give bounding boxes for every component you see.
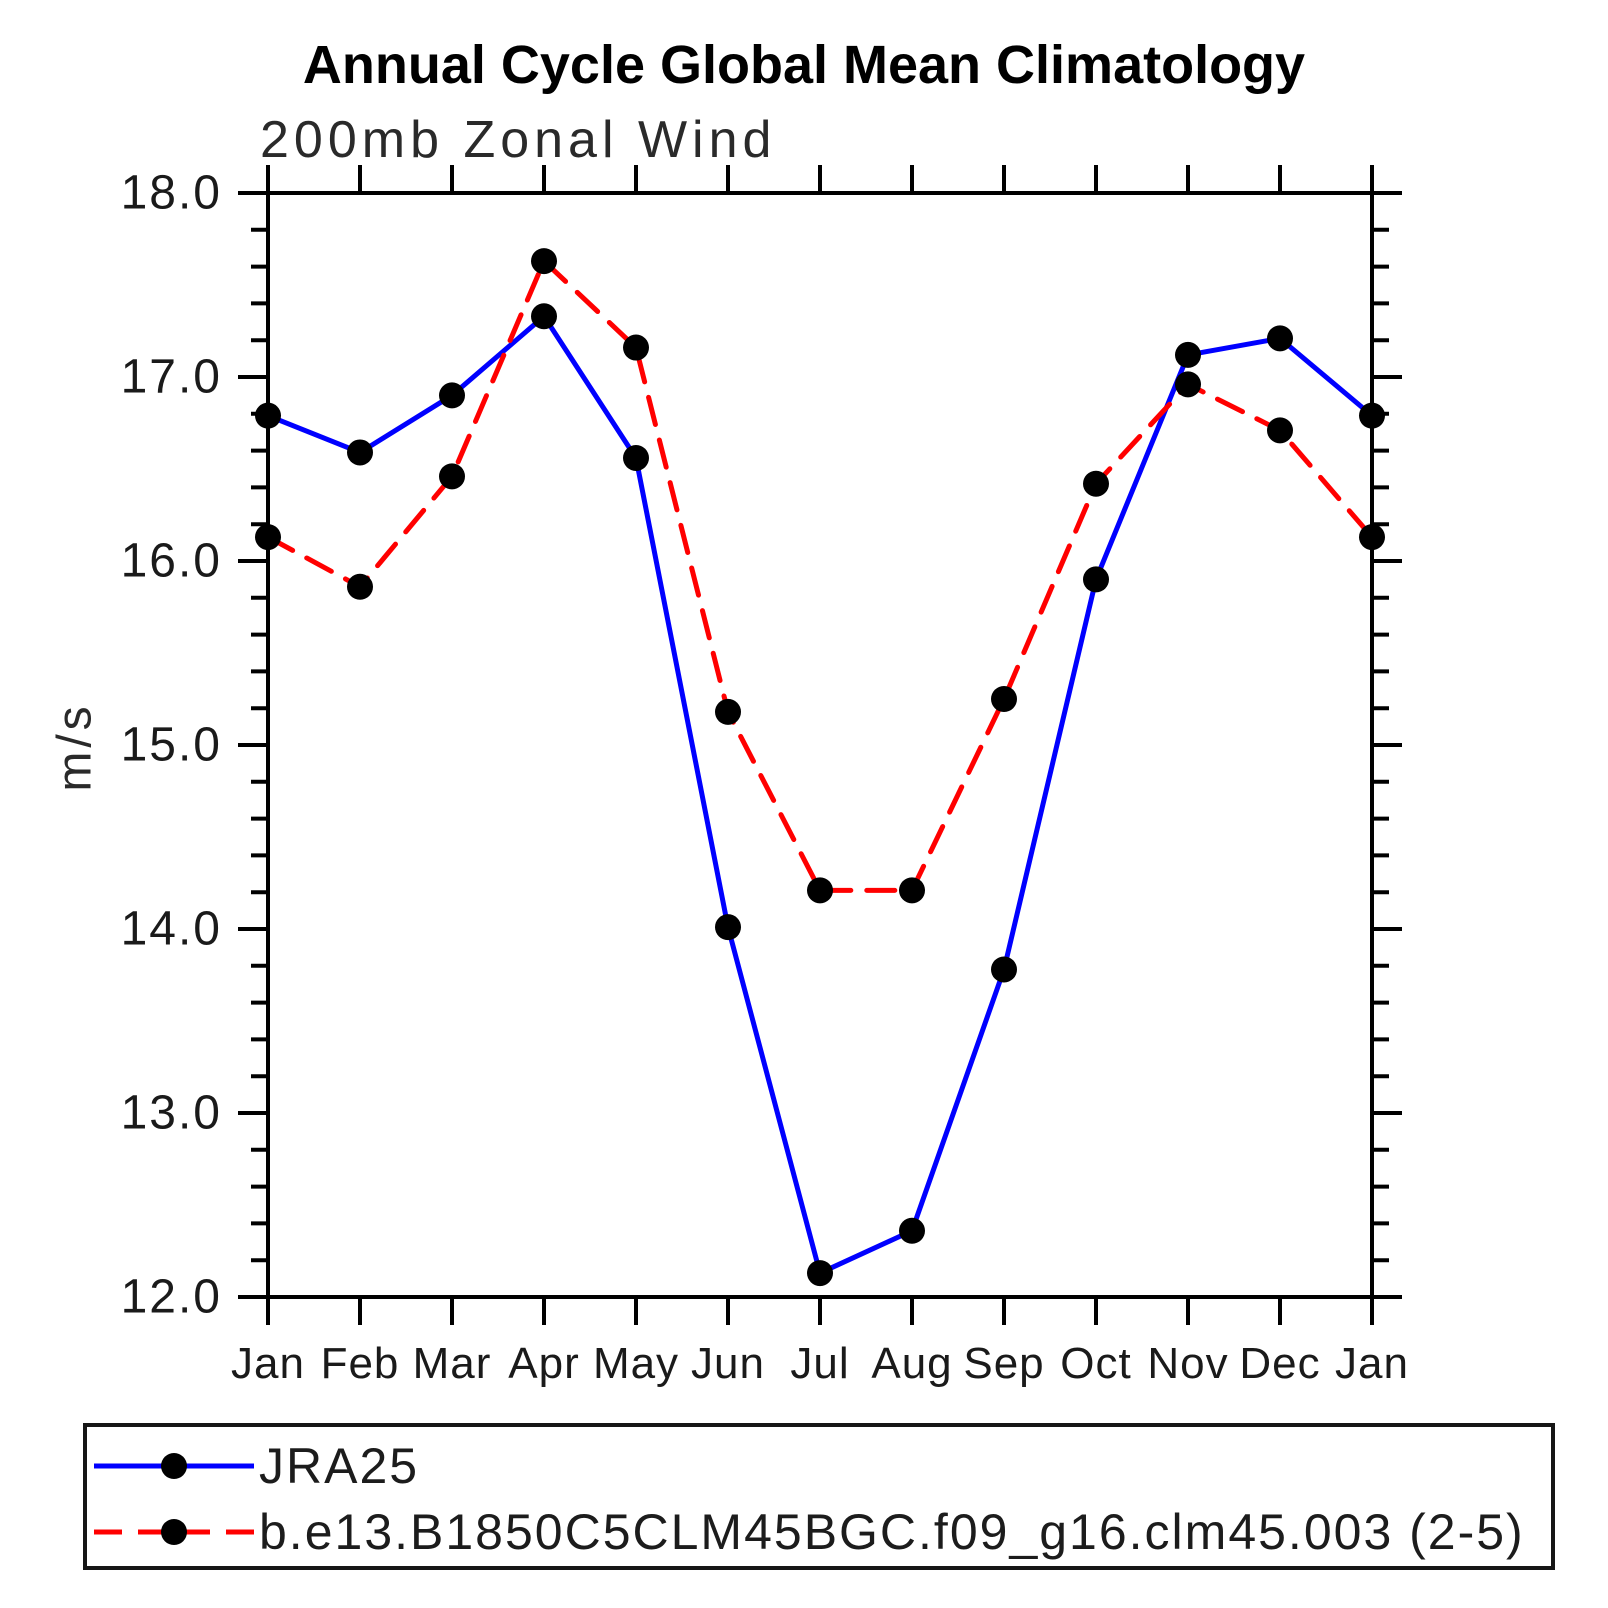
y-tick-label: 16.0 — [121, 535, 222, 588]
data-point-marker — [255, 524, 281, 551]
x-tick-label: Jan — [1335, 1339, 1409, 1388]
x-tick-label: Jun — [691, 1339, 765, 1388]
series-line-model — [265, 258, 1375, 893]
data-point-marker — [899, 877, 925, 904]
chart-subtitle: 200mb Zonal Wind — [260, 111, 777, 169]
data-point-marker — [991, 686, 1017, 712]
x-tick-label: Jul — [790, 1339, 849, 1388]
data-point-marker — [439, 463, 465, 490]
data-point-marker — [899, 1217, 925, 1244]
y-tick-label: 15.0 — [121, 719, 222, 772]
data-point-marker — [807, 877, 833, 904]
data-point-marker — [623, 444, 649, 471]
data-point-marker — [255, 402, 281, 429]
x-tick-label: Aug — [871, 1339, 952, 1388]
x-tick-label: Dec — [1239, 1339, 1320, 1388]
data-point-marker — [1175, 371, 1201, 398]
data-point-marker — [715, 914, 741, 941]
data-point-marker — [531, 248, 557, 275]
y-tick-label: 18.0 — [121, 167, 222, 220]
data-point-marker — [807, 1260, 833, 1287]
data-point-marker — [1175, 341, 1201, 368]
legend-label: JRA25 — [259, 1438, 420, 1494]
x-tick-label: Mar — [413, 1339, 492, 1388]
y-tick-label: 14.0 — [121, 903, 222, 956]
data-point-marker — [1267, 325, 1293, 352]
x-tick-label: Nov — [1147, 1339, 1228, 1388]
x-tick-label: Sep — [963, 1339, 1044, 1388]
data-point-marker — [715, 698, 741, 725]
x-tick-label: Feb — [321, 1339, 400, 1388]
data-point-marker — [439, 382, 465, 409]
data-point-marker — [991, 956, 1017, 983]
data-point-marker — [1359, 402, 1385, 429]
data-point-marker — [347, 439, 373, 466]
plot-border — [266, 191, 1374, 1299]
series-line-jra25 — [265, 313, 1375, 1276]
data-point-marker — [1359, 524, 1385, 551]
legend-marker-icon — [161, 1519, 187, 1545]
legend-item-model: b.e13.B1850C5CLM45BGC.f09_g16.clm45.003 … — [92, 1504, 1525, 1560]
legend-label: b.e13.B1850C5CLM45BGC.f09_g16.clm45.003 … — [259, 1504, 1525, 1560]
data-point-marker — [347, 573, 373, 600]
x-tick-label: Oct — [1060, 1339, 1131, 1388]
legend-item-jra25: JRA25 — [92, 1438, 419, 1494]
data-point-marker — [1083, 566, 1109, 593]
legend-line-sample-dashed — [94, 1519, 254, 1545]
x-tick-label: Apr — [508, 1339, 579, 1388]
data-point-marker — [1083, 470, 1109, 497]
page-title: Annual Cycle Global Mean Climatology — [302, 35, 1306, 95]
legend: JRA25 b.e13.B1850C5CLM45BGC.f09_g16.clm4… — [83, 1423, 1555, 1570]
data-point-marker — [531, 303, 557, 330]
y-tick-label: 12.0 — [121, 1271, 222, 1324]
y-tick-label: 17.0 — [121, 351, 222, 404]
data-point-marker — [623, 334, 649, 361]
legend-line-sample-solid — [94, 1453, 254, 1479]
x-tick-label: May — [593, 1339, 679, 1388]
x-tick-label: Jan — [231, 1339, 305, 1388]
legend-marker-icon — [161, 1453, 187, 1479]
y-tick-label: 13.0 — [121, 1087, 222, 1140]
data-point-marker — [1267, 417, 1293, 444]
